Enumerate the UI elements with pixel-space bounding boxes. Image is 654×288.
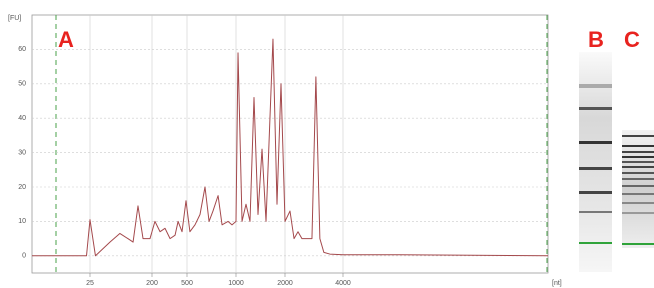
panel-label: A (58, 27, 74, 52)
y-tick-label: 30 (18, 149, 26, 156)
y-tick-label: 20 (18, 184, 26, 191)
figure: [FU] [nt] A B C 0 10 20 30 40 50 60 25 200 500 100… (0, 0, 654, 288)
gel-lane-c (622, 130, 654, 248)
x-axis-label: [nt] (552, 280, 562, 287)
x-tick-label: 25 (86, 280, 94, 287)
y-tick-label: 40 (18, 115, 26, 122)
y-tick-label: 50 (18, 81, 26, 88)
y-axis-label: [FU] (8, 15, 21, 22)
x-tick-label: 1000 (228, 280, 244, 287)
x-tick-label: 4000 (335, 280, 351, 287)
y-tick-label: 0 (22, 253, 26, 260)
panel-label: C (624, 27, 640, 52)
x-tick-label: 2000 (277, 280, 293, 287)
panel-label: B (588, 27, 604, 52)
x-tick-label: 500 (181, 280, 193, 287)
y-tick-label: 60 (18, 46, 26, 53)
gel-lane-b (579, 52, 612, 272)
y-tick-label: 10 (18, 218, 26, 225)
x-tick-label: 200 (146, 280, 158, 287)
plot-frame (32, 15, 548, 273)
